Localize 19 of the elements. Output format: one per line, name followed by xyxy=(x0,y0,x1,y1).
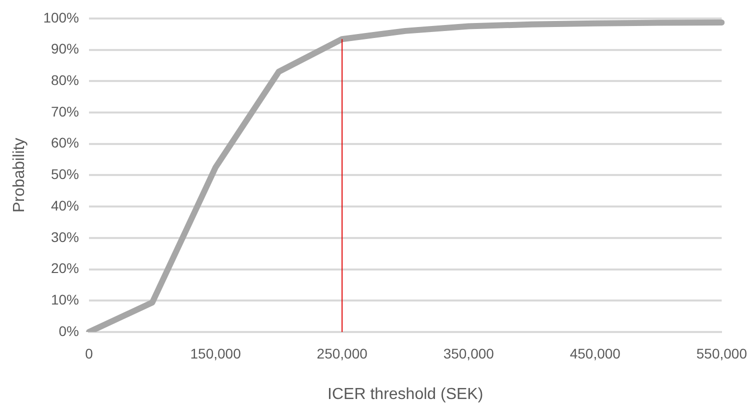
y-tick-label: 40% xyxy=(50,197,80,214)
y-tick-label: 80% xyxy=(50,72,80,88)
y-tick-label: 70% xyxy=(50,103,80,120)
y-tick-label: 60% xyxy=(50,134,80,151)
y-tick-label: 30% xyxy=(50,228,80,245)
y-tick-label: 20% xyxy=(50,260,80,276)
x-tick-label: 350,000 xyxy=(443,345,494,362)
y-tick-label: 90% xyxy=(50,40,80,57)
x-tick-label: 450,000 xyxy=(570,345,621,362)
x-axis-title: ICER threshold (SEK) xyxy=(328,386,484,403)
y-tick-label: 0% xyxy=(58,322,80,339)
x-tick-label: 250,000 xyxy=(316,345,368,362)
y-tick-label: 50% xyxy=(50,166,80,182)
y-tick-label: 100% xyxy=(43,9,80,26)
x-tick-label: 0 xyxy=(85,345,94,362)
y-tick-label: 10% xyxy=(50,292,80,308)
y-axis-title: Probability xyxy=(11,138,28,213)
x-tick-label: 150,000 xyxy=(190,345,242,362)
x-tick-label: 550,000 xyxy=(696,345,748,362)
